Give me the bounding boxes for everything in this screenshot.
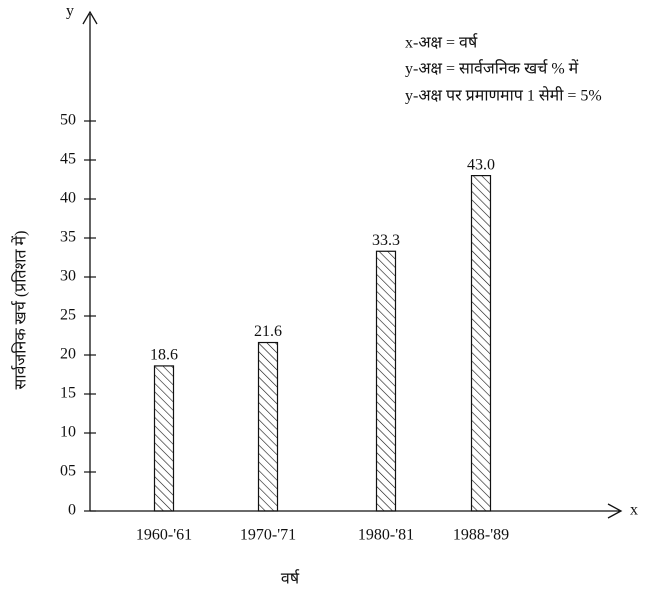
bar — [257, 341, 279, 512]
y-tick-label: 30 — [60, 268, 76, 285]
y-axis-arrow — [82, 10, 98, 25]
y-tick-label: 35 — [60, 229, 76, 246]
x-tick-label: 1970-'71 — [240, 527, 296, 544]
value-label: 33.3 — [372, 232, 400, 249]
value-label: 21.6 — [254, 323, 282, 340]
annotation: x-अक्ष = वर्ष — [405, 33, 478, 52]
y-axis-symbol: y — [66, 3, 74, 20]
bar — [470, 175, 492, 512]
y-tick-label: 05 — [60, 463, 76, 480]
x-tick-label: 1980-'81 — [358, 527, 414, 544]
bar — [375, 250, 397, 512]
x-axis-symbol: x — [630, 502, 638, 519]
y-tick-label: 20 — [60, 346, 76, 363]
y-tick-label: 0 — [68, 502, 76, 519]
y-tick-label: 25 — [60, 307, 76, 324]
y-tick-label: 50 — [60, 112, 76, 129]
y-tick-label: 15 — [60, 385, 76, 402]
annotation: y-अक्ष पर प्रमाणमाप 1 सेमी = 5% — [405, 86, 602, 105]
value-label: 18.6 — [150, 347, 178, 364]
annotation: y-अक्ष = सार्वजनिक खर्च % में — [405, 59, 579, 78]
x-axis-label: वर्ष — [281, 569, 300, 588]
value-label: 43.0 — [467, 156, 495, 173]
y-tick-label: 45 — [60, 151, 76, 168]
x-tick-label: 1988-'89 — [453, 527, 509, 544]
bar — [153, 365, 175, 512]
y-axis-label: सार्वजनिक खर्च (प्रतिशत में) — [11, 231, 30, 390]
x-tick-label: 1960-'61 — [136, 527, 192, 544]
x-axis-arrow — [607, 503, 623, 519]
y-tick-label: 10 — [60, 424, 76, 441]
y-tick-label: 40 — [60, 190, 76, 207]
